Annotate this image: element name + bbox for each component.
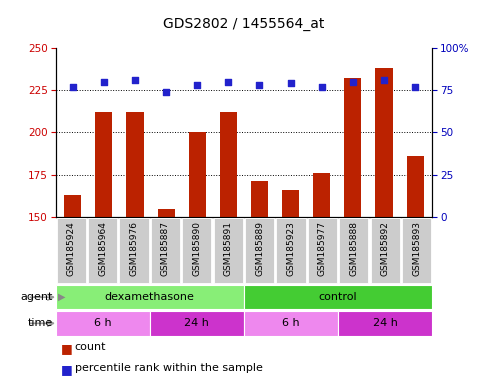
Bar bbox=[127, 112, 143, 217]
Text: ■: ■ bbox=[60, 342, 72, 355]
Bar bbox=[151, 218, 180, 283]
Bar bbox=[56, 311, 150, 336]
Bar bbox=[64, 195, 81, 217]
Text: agent: agent bbox=[21, 292, 53, 302]
Bar bbox=[157, 209, 175, 217]
Point bbox=[256, 82, 263, 88]
Bar bbox=[339, 218, 369, 283]
Bar bbox=[220, 112, 237, 217]
Bar bbox=[244, 311, 338, 336]
Bar bbox=[370, 218, 400, 283]
Text: control: control bbox=[319, 292, 357, 302]
Bar bbox=[251, 182, 268, 217]
Bar bbox=[56, 285, 244, 310]
Text: 6 h: 6 h bbox=[94, 318, 112, 328]
Text: time: time bbox=[28, 318, 53, 328]
Text: GSM185889: GSM185889 bbox=[255, 221, 264, 276]
Text: GSM185891: GSM185891 bbox=[224, 221, 233, 276]
Text: percentile rank within the sample: percentile rank within the sample bbox=[75, 363, 263, 373]
Text: ■: ■ bbox=[60, 363, 72, 376]
Point bbox=[287, 80, 295, 86]
Text: GSM185964: GSM185964 bbox=[98, 221, 107, 276]
Bar bbox=[313, 173, 330, 217]
Bar bbox=[95, 112, 113, 217]
Text: GSM185887: GSM185887 bbox=[161, 221, 170, 276]
Text: GSM185977: GSM185977 bbox=[318, 221, 327, 276]
Bar bbox=[182, 218, 212, 283]
Text: GSM185893: GSM185893 bbox=[412, 221, 421, 276]
Bar bbox=[88, 218, 117, 283]
Point bbox=[193, 82, 201, 88]
Bar bbox=[189, 132, 206, 217]
Point bbox=[131, 77, 139, 83]
Text: 6 h: 6 h bbox=[282, 318, 300, 328]
Text: GSM185924: GSM185924 bbox=[67, 221, 76, 276]
Point bbox=[318, 84, 326, 90]
Bar bbox=[375, 68, 393, 217]
Bar bbox=[150, 311, 244, 336]
Bar bbox=[57, 218, 86, 283]
Point bbox=[162, 89, 170, 95]
Text: 24 h: 24 h bbox=[185, 318, 209, 328]
Bar bbox=[276, 218, 306, 283]
Text: count: count bbox=[75, 342, 106, 352]
Bar bbox=[119, 218, 149, 283]
Bar bbox=[282, 190, 299, 217]
Point bbox=[69, 84, 76, 90]
Bar bbox=[244, 285, 432, 310]
Point bbox=[380, 77, 388, 83]
Text: GSM185923: GSM185923 bbox=[286, 221, 296, 276]
Bar bbox=[344, 78, 361, 217]
Bar bbox=[213, 218, 243, 283]
Text: GSM185892: GSM185892 bbox=[381, 221, 390, 276]
Text: GDS2802 / 1455564_at: GDS2802 / 1455564_at bbox=[163, 17, 325, 31]
Point bbox=[225, 79, 232, 85]
Bar bbox=[308, 218, 337, 283]
Point bbox=[412, 84, 419, 90]
Bar bbox=[402, 218, 431, 283]
Text: GSM185976: GSM185976 bbox=[129, 221, 139, 276]
Text: GSM185888: GSM185888 bbox=[349, 221, 358, 276]
Point bbox=[349, 79, 357, 85]
Bar bbox=[245, 218, 274, 283]
Bar bbox=[407, 156, 424, 217]
Text: 24 h: 24 h bbox=[373, 318, 398, 328]
Text: dexamethasone: dexamethasone bbox=[105, 292, 195, 302]
Point bbox=[100, 79, 108, 85]
Text: GSM185890: GSM185890 bbox=[192, 221, 201, 276]
Text: ▶: ▶ bbox=[58, 292, 66, 302]
Bar bbox=[338, 311, 432, 336]
